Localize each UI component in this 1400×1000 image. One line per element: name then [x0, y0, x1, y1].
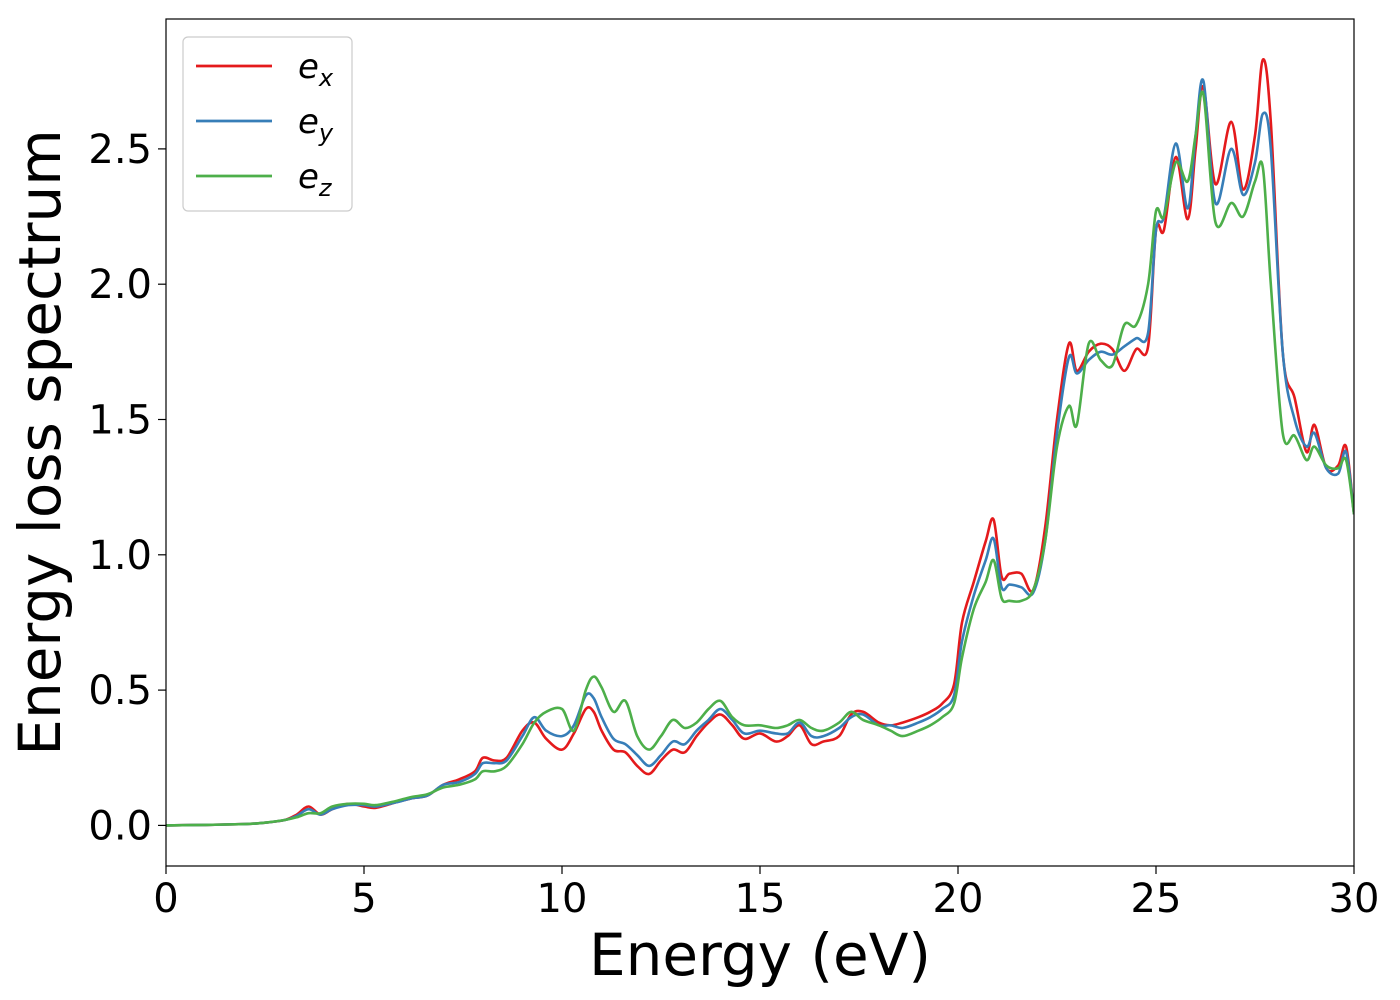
x-tick-label: 0: [153, 876, 178, 922]
y-axis: 0.0 0.5 1.0 1.5 2.0 2.5: [88, 127, 166, 849]
y-tick-label: 1.5: [88, 397, 152, 443]
y-tick-label: 0.5: [88, 668, 152, 714]
legend-label-base: e: [298, 102, 319, 142]
x-tick-label: 10: [537, 876, 588, 922]
x-axis: 0 5 10 15 20 25 30: [153, 866, 1379, 922]
y-tick-label: 1.0: [88, 533, 152, 579]
legend-label-base: e: [298, 47, 319, 87]
legend-label-x: ex: [298, 47, 334, 92]
x-tick-label: 15: [735, 876, 786, 922]
y-tick-label: 2.5: [88, 127, 152, 173]
series-line-z: [166, 90, 1354, 827]
y-tick-label: 2.0: [88, 262, 152, 308]
legend-label-z: ez: [298, 157, 333, 202]
legend-label-subscript: z: [318, 174, 333, 202]
x-tick-label: 5: [351, 876, 376, 922]
x-axis-title: Energy (eV): [589, 921, 931, 989]
legend-box: [182, 36, 353, 212]
y-tick-label: 0.0: [88, 803, 152, 849]
legend-label-y: ey: [298, 102, 334, 147]
legend-label-subscript: y: [318, 119, 334, 147]
x-tick-label: 25: [1131, 876, 1182, 922]
x-tick-label: 20: [933, 876, 984, 922]
legend-label-base: e: [298, 157, 319, 197]
series-layer: [166, 58, 1354, 827]
x-tick-label: 30: [1329, 876, 1380, 922]
legend-label-subscript: x: [318, 64, 334, 92]
y-axis-title: Energy loss spectrum: [6, 129, 74, 755]
